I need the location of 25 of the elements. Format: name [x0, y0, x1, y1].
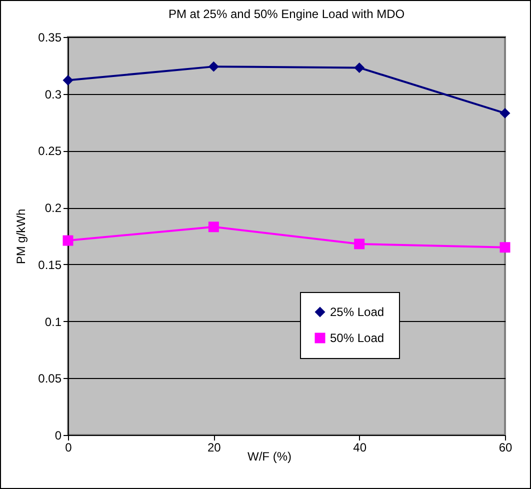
point — [500, 242, 510, 253]
legend-label: 50% Load — [330, 331, 384, 345]
y-tick-label: 0.35 — [38, 30, 62, 44]
point — [62, 235, 74, 246]
x-axis-title: W/F (%) — [248, 450, 292, 464]
x-tick-label: 20 — [207, 440, 222, 454]
y-tick-label: 0.2 — [44, 201, 62, 216]
point — [62, 74, 74, 86]
point — [354, 238, 365, 250]
y-tick-label: 0.15 — [38, 258, 62, 272]
y-axis-title: PM g/kWh — [14, 208, 28, 264]
y-tick-label: 0.3 — [44, 87, 62, 102]
point — [208, 61, 219, 72]
point — [354, 62, 365, 73]
chart-title: PM at 25% and 50% Engine Load with MDO — [168, 7, 405, 21]
legend-label: 25% Load — [330, 305, 384, 319]
x-tick-label: 0 — [65, 440, 72, 454]
y-tick-label: 0.25 — [38, 144, 62, 158]
y-tick-label: 0.1 — [44, 314, 62, 329]
y-tick-label: 0 — [54, 428, 62, 442]
point — [500, 108, 510, 118]
point — [208, 222, 219, 232]
x-tick-label: 40 — [353, 440, 367, 454]
x-tick-label: 60 — [498, 440, 512, 454]
y-tick-label: 0.05 — [38, 372, 62, 386]
